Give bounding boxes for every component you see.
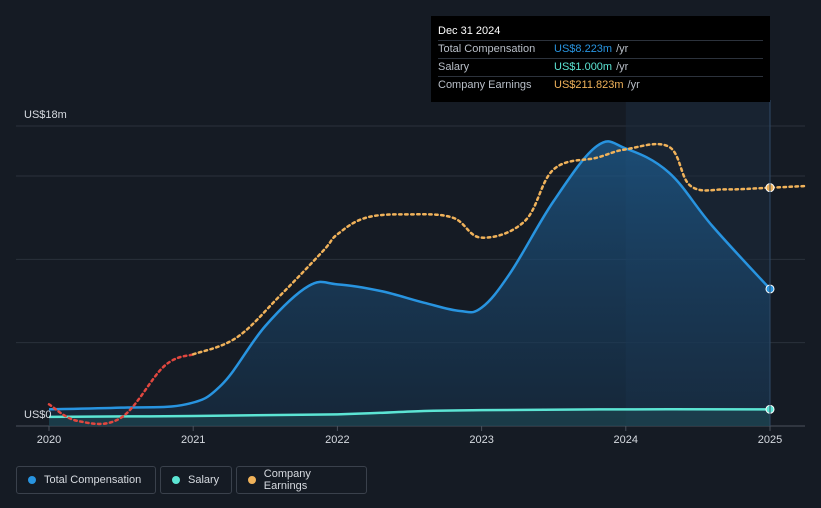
tooltip-date: Dec 31 2024 bbox=[438, 25, 501, 37]
tooltip-value: US$1.000m bbox=[554, 61, 613, 73]
legend-dot-icon bbox=[28, 476, 36, 484]
tooltip-label: Company Earnings bbox=[438, 79, 532, 91]
company-earnings-line-negative bbox=[47, 353, 195, 426]
salary-line bbox=[48, 408, 771, 419]
tooltip-label: Total Compensation bbox=[438, 43, 536, 55]
tooltip-row-total-compensation: Total Compensation US$8.223m /yr bbox=[438, 40, 763, 58]
tooltip-value: US$8.223m bbox=[554, 43, 613, 55]
legend-dot-icon bbox=[248, 476, 256, 484]
line-layer bbox=[47, 140, 808, 426]
legend-item-salary[interactable]: Salary bbox=[160, 466, 232, 494]
tooltip-row-company-earnings: Company Earnings US$211.823m /yr bbox=[438, 76, 763, 94]
x-tick-label: 2020 bbox=[37, 434, 61, 446]
legend-label: Salary bbox=[188, 474, 220, 486]
x-tick-label: 2024 bbox=[614, 434, 638, 446]
legend-item-total-compensation[interactable]: Total Compensation bbox=[16, 466, 156, 494]
company-earnings-line bbox=[191, 142, 808, 356]
legend-label: Company Earnings bbox=[263, 468, 311, 492]
tooltip-row-salary: Salary US$1.000m /yr bbox=[438, 58, 763, 76]
area-layer bbox=[49, 141, 770, 427]
total-compensation-line bbox=[48, 140, 771, 411]
legend-item-company-earnings[interactable]: Company Earnings bbox=[236, 466, 367, 494]
x-tick-label: 2021 bbox=[181, 434, 205, 446]
x-tick-label: 2022 bbox=[325, 434, 349, 446]
tooltip-value: US$211.823m bbox=[554, 79, 624, 91]
total-compensation-area bbox=[49, 141, 770, 427]
data-tooltip: Dec 31 2024 Total Compensation US$8.223m… bbox=[431, 16, 770, 102]
tooltip-unit: /yr bbox=[627, 79, 640, 91]
axes: US$18m US$0 2020 2021 2022 2023 2024 2025 bbox=[24, 100, 782, 446]
x-tick-label: 2023 bbox=[469, 434, 493, 446]
tooltip-unit: /yr bbox=[616, 61, 629, 73]
tooltip-label: Salary bbox=[438, 61, 470, 73]
tooltip-unit: /yr bbox=[616, 43, 629, 55]
x-tick-label: 2025 bbox=[758, 434, 782, 446]
salary-area bbox=[49, 409, 770, 426]
legend-dot-icon bbox=[172, 476, 180, 484]
y-axis-zero-label: US$0 bbox=[24, 409, 52, 421]
y-axis-max-label: US$18m bbox=[24, 109, 67, 121]
legend-label: Total Compensation bbox=[44, 474, 142, 486]
